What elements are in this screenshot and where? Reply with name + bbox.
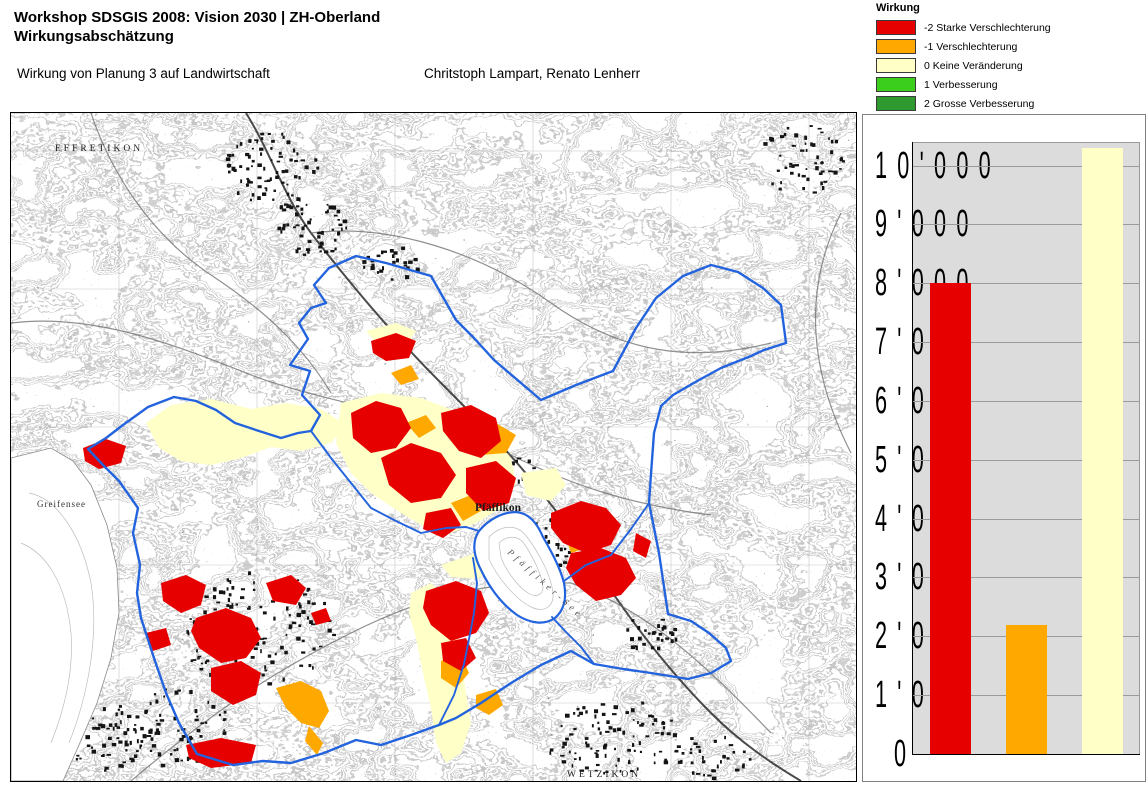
legend-item-zero: 0 Keine Veränderung (876, 56, 1146, 75)
district-boundary (86, 254, 788, 767)
gridline-9'000 (912, 224, 1140, 226)
legend: Wirkung -2 Starke Verschlechterung -1 Ve… (876, 2, 1146, 113)
gridline-3'000 (912, 577, 1140, 579)
gridline-5'000 (912, 459, 1140, 461)
lake-pfaeffikersee (473, 510, 567, 624)
x-axis (912, 754, 1140, 755)
gridline-10'000 (912, 165, 1140, 167)
legend-item-minus2: -2 Starke Verschlechterung (876, 18, 1146, 37)
legend-item-plus2: 2 Grosse Verbesserung (876, 94, 1146, 113)
legend-swatch-minus1 (876, 39, 916, 54)
legend-swatch-plus1 (876, 77, 916, 92)
legend-label-plus2: 2 Grosse Verbesserung (924, 97, 1035, 110)
map-label-greifensee: Greifensee (37, 499, 86, 509)
page-title: Workshop SDSGIS 2008: Vision 2030 | ZH-O… (14, 8, 380, 46)
legend-swatch-minus2 (876, 20, 916, 35)
bar-0-keine-veränderung (1081, 147, 1123, 754)
legend-label-plus1: 1 Verbesserung (924, 78, 998, 91)
y-axis (912, 142, 913, 754)
gridline-7'000 (912, 342, 1140, 344)
bar--1-verschlechterung (1005, 624, 1047, 754)
title-line2: Wirkungsabschätzung (14, 28, 174, 45)
impact-polygons (83, 323, 651, 768)
map-canvas: EFFRETIKON Pfäffikon Pfäffiker-See Greif… (11, 113, 856, 781)
lake-greifensee (11, 447, 120, 781)
map-subtitle: Wirkung von Planung 3 auf Landwirtschaft (17, 66, 270, 81)
gridline-4'000 (912, 518, 1140, 520)
map-label-pfaeffikon: Pfäffikon (475, 502, 522, 514)
authors: Chritstoph Lampart, Renato Lenherr (424, 66, 641, 81)
legend-item-minus1: -1 Verschlechterung (876, 37, 1146, 56)
y-tick-label-0: 0 (894, 733, 917, 775)
bar-chart-panel: 0 1'000 2'000 3'000 4'000 5'000 6'000 7'000 8'00… (862, 114, 1146, 782)
map-label-wetzikon: WETZIKON (567, 770, 641, 780)
legend-swatch-plus2 (876, 96, 916, 111)
map: EFFRETIKON Pfäffikon Pfäffiker-See Greif… (10, 112, 857, 782)
bar--2-starke-verschlechterung (929, 283, 971, 754)
legend-label-minus1: -1 Verschlechterung (924, 40, 1018, 53)
legend-title: Wirkung (876, 2, 920, 14)
title-line1: Workshop SDSGIS 2008: Vision 2030 | ZH-O… (14, 9, 381, 26)
gridline-8'000 (912, 283, 1140, 285)
legend-item-plus1: 1 Verbesserung (876, 75, 1146, 94)
map-label-effretikon: EFFRETIKON (55, 144, 143, 154)
legend-swatch-zero (876, 58, 916, 73)
legend-label-minus2: -2 Starke Verschlechterung (924, 21, 1051, 34)
legend-label-zero: 0 Keine Veränderung (924, 59, 1023, 72)
gridline-6'000 (912, 400, 1140, 402)
